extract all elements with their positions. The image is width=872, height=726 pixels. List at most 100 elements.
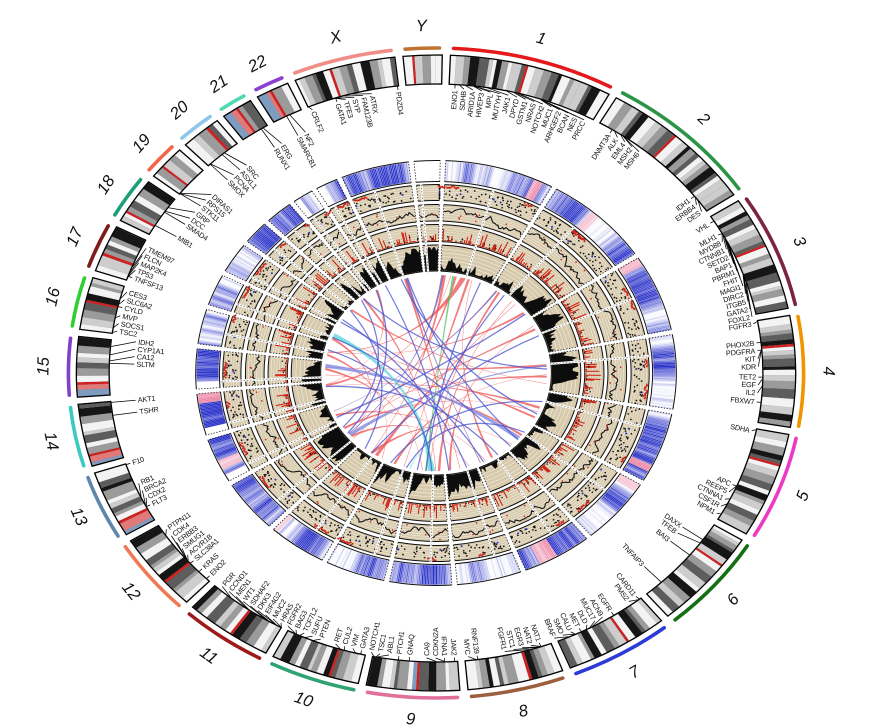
gene-pointer-line	[682, 526, 703, 540]
gene-pointer-line	[592, 616, 603, 627]
gene-pointer-line	[476, 655, 478, 660]
chromosome-label: 9	[406, 710, 416, 726]
gene-pointer-line	[732, 484, 737, 487]
track-heatmap-seg	[454, 551, 522, 586]
chromosome-label: 15	[34, 356, 52, 376]
gene-pointer-line	[287, 625, 296, 634]
gene-pointer-line	[504, 649, 530, 652]
chromosome-label: 2	[693, 109, 713, 129]
gene-pointer-line	[336, 96, 355, 99]
data-tracks	[195, 160, 677, 586]
chromosome-1: 1ENO1SDHBARID1AHIVEP3MPLMUTYHJAK1DPYDGST…	[448, 29, 613, 144]
track-scatter-seg	[254, 463, 302, 510]
link-curve	[342, 299, 379, 428]
track-line-seg	[255, 295, 284, 325]
gene-pointer-line	[628, 599, 638, 602]
gene-label-SLTM: SLTM	[136, 360, 155, 370]
gene-pointer-line	[554, 636, 569, 639]
gene-pointer-line	[609, 129, 613, 134]
gene-label-PDZD4: PDZD4	[394, 91, 406, 115]
link-ribbon	[335, 411, 486, 461]
track-line-seg	[302, 238, 332, 265]
gene-pointer-line	[180, 192, 212, 195]
chromosome-label: 1	[534, 29, 548, 49]
gene-pointer-line	[377, 654, 390, 658]
gene-pointer-line	[289, 114, 306, 133]
gene-pointer-line	[725, 241, 738, 272]
track-heatmap-seg	[617, 257, 672, 335]
track-scatter-seg	[224, 314, 251, 350]
link-curve	[407, 277, 519, 440]
gene-pointer-line	[142, 490, 146, 505]
gene-label-SDHB: SDHB	[458, 90, 469, 111]
link-ribbon	[344, 328, 536, 430]
gene-pointer-line	[118, 306, 123, 308]
gene-label-JAK1: JAK1	[500, 96, 513, 114]
track-histogram-seg	[378, 245, 424, 280]
track-line-seg	[341, 219, 366, 242]
gene-label-GNAQ: GNAQ	[405, 633, 416, 655]
chromosome-label: 8	[517, 701, 531, 721]
gene-pointer-line	[313, 638, 321, 641]
gene-label-ENO1: ENO1	[449, 90, 459, 110]
gene-pointer-line	[190, 560, 194, 564]
gene-pointer-line	[695, 198, 697, 206]
gene-pointer-line	[335, 643, 341, 650]
gene-pointer-line	[210, 163, 234, 176]
gene-pointer-line	[250, 605, 269, 621]
gene-pointer-line	[751, 429, 756, 431]
track-line-seg	[398, 521, 450, 542]
gene-pointer-line	[132, 248, 147, 268]
gene-pointer-line	[729, 247, 744, 287]
track-heatmap-seg	[246, 223, 282, 255]
chromosome-arc	[451, 46, 613, 89]
track-bars-seg	[288, 283, 318, 311]
chromosome-label: 22	[244, 52, 269, 77]
track-bars-seg	[403, 501, 448, 522]
gene-pointer-line	[109, 356, 135, 362]
track-histogram-seg	[291, 382, 327, 411]
track-line-seg	[361, 205, 417, 234]
gene-label-TET2: TET2	[739, 372, 756, 381]
gene-pointer-line	[517, 93, 535, 102]
gene-pointer-line	[542, 100, 585, 121]
track-bars-seg	[369, 224, 420, 253]
gene-pointer-line	[305, 635, 313, 638]
chromosome-arc	[123, 544, 181, 608]
gene-pointer-line	[171, 535, 187, 559]
chromosome-arc	[574, 625, 666, 676]
gene-label-STC1: STC1	[504, 629, 517, 649]
gene-pointer-line	[146, 504, 151, 507]
gene-pointer-line	[435, 657, 445, 662]
link-curve	[340, 321, 511, 447]
track-histogram-seg	[298, 404, 338, 439]
track-scatter-seg	[233, 285, 264, 318]
gene-pointer-line	[113, 323, 119, 328]
gene-pointer-line	[286, 116, 299, 136]
link-ribbon	[409, 451, 436, 471]
gene-label-MIB1: MIB1	[176, 234, 195, 250]
gene-pointer-line	[743, 278, 751, 310]
chromosome-arc	[113, 177, 143, 217]
track-bars-seg	[267, 355, 289, 385]
gene-pointer-line	[710, 221, 714, 224]
track-scatter-seg	[352, 185, 415, 215]
track-histogram-seg	[493, 261, 557, 317]
track-line-seg	[323, 228, 348, 251]
gene-pointer-line	[109, 362, 135, 365]
chromosome-arc	[469, 676, 565, 699]
gene-label-SDHA: SDHA	[730, 422, 751, 435]
gene-pointer-line	[426, 657, 437, 662]
track-line-seg	[273, 452, 318, 495]
chromosome-arc	[68, 405, 86, 468]
track-heatmap-seg	[316, 178, 348, 208]
gene-pointer-line	[611, 611, 614, 616]
gene-pointer-line	[198, 568, 203, 572]
track-scatter-seg	[248, 259, 281, 291]
gene-pointer-line	[459, 84, 465, 90]
